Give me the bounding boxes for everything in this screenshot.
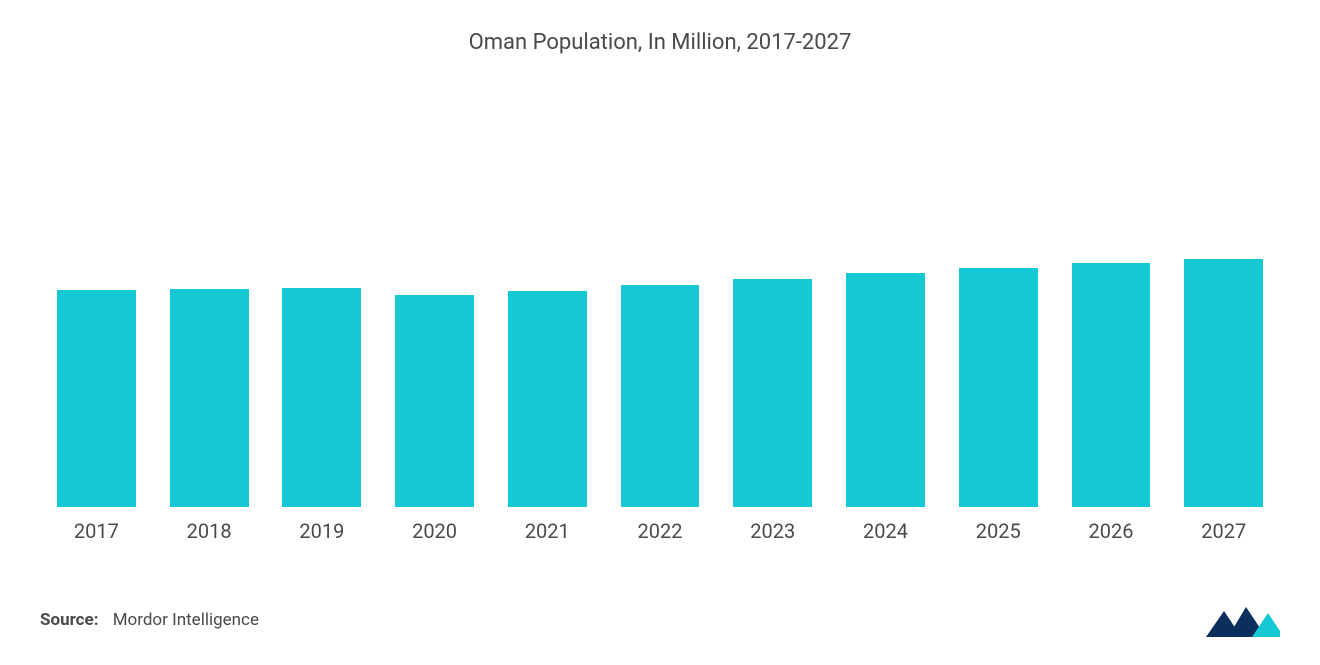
bar	[508, 291, 587, 507]
bar-group	[491, 125, 604, 507]
x-tick-label: 2026	[1055, 519, 1168, 543]
bar	[733, 279, 812, 507]
bar-group	[604, 125, 717, 507]
bar-group	[1167, 125, 1280, 507]
x-tick-label: 2022	[604, 519, 717, 543]
bar	[282, 288, 361, 507]
x-tick-label: 2023	[716, 519, 829, 543]
brand-logo-icon	[1206, 603, 1280, 637]
bar-group	[1055, 125, 1168, 507]
x-axis-labels: 2017201820192020202120222023202420252026…	[40, 507, 1280, 543]
chart-title: Oman Population, In Million, 2017-2027	[40, 30, 1280, 55]
bar-group	[378, 125, 491, 507]
bar	[1072, 263, 1151, 507]
x-tick-label: 2025	[942, 519, 1055, 543]
bar	[1184, 259, 1263, 507]
bar	[846, 273, 925, 507]
source-value: Mordor Intelligence	[113, 610, 259, 630]
x-tick-label: 2021	[491, 519, 604, 543]
bar	[395, 295, 474, 507]
plot-area	[40, 65, 1280, 507]
bar-group	[265, 125, 378, 507]
x-tick-label: 2020	[378, 519, 491, 543]
x-tick-label: 2019	[265, 519, 378, 543]
bar	[621, 285, 700, 507]
bar-group	[716, 125, 829, 507]
bar	[170, 289, 249, 507]
bar	[959, 268, 1038, 507]
source-label: Source:	[40, 610, 98, 630]
bar-group	[40, 125, 153, 507]
x-tick-label: 2017	[40, 519, 153, 543]
source-line: Source: Mordor Intelligence	[40, 610, 259, 630]
x-tick-label: 2018	[153, 519, 266, 543]
chart-container: Oman Population, In Million, 2017-2027 2…	[0, 0, 1320, 665]
bar-group	[942, 125, 1055, 507]
chart-footer: Source: Mordor Intelligence	[40, 543, 1280, 645]
x-tick-label: 2027	[1167, 519, 1280, 543]
bar-group	[829, 125, 942, 507]
x-tick-label: 2024	[829, 519, 942, 543]
bar	[57, 290, 136, 507]
bar-group	[153, 125, 266, 507]
